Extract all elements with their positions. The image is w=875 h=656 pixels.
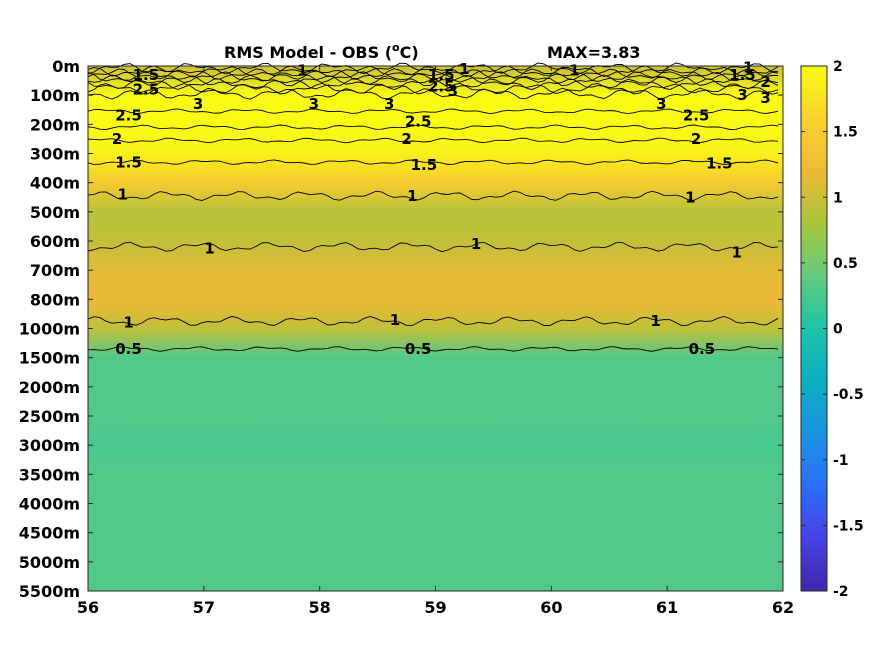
- x-tick-label: 56: [77, 598, 99, 617]
- y-axis: 0m 100m 200m 300m 400m 500m 600m 700m 800m 1000m 1…: [19, 57, 783, 601]
- contour-label: 1: [118, 185, 128, 203]
- contour-label: 1: [390, 311, 400, 329]
- colorbar: 2 1.5 1 0.5 0 -0.5 -1 -1.5 -2: [800, 59, 864, 600]
- y-tick-label: 600m: [30, 232, 80, 251]
- contour-label: 1.5: [729, 66, 756, 84]
- y-tick-label: 1500m: [19, 349, 80, 368]
- contour-label: 3: [309, 95, 319, 113]
- contour-label: 1: [650, 312, 660, 330]
- chart-title: RMS Model - OBS (oC): [224, 41, 419, 62]
- contour-line: [87, 315, 779, 327]
- contour-label: 1.5: [706, 155, 733, 173]
- y-tick-label: 700m: [30, 261, 80, 280]
- contour-label: 1: [297, 61, 307, 79]
- y-tick-label: 200m: [30, 115, 80, 134]
- colorbar-tick-label: -2: [833, 584, 849, 600]
- contour-label: 0.5: [405, 340, 432, 358]
- contour-label: 2.5: [133, 80, 160, 98]
- contour-label: 3: [384, 95, 394, 113]
- y-tick-label: 100m: [30, 86, 80, 105]
- contour-label: 1: [123, 314, 133, 332]
- contour-label: 1: [471, 235, 481, 253]
- contour-label: 3: [448, 82, 458, 100]
- y-tick-label: 2000m: [19, 378, 80, 397]
- y-tick-label: 500m: [30, 203, 80, 222]
- contour-line: [87, 137, 779, 144]
- contour-line: [87, 241, 779, 253]
- contour-label: 3: [193, 95, 203, 113]
- contour-label: 2.5: [683, 107, 710, 125]
- contour-label: 2: [112, 130, 122, 148]
- contour-label: 0.5: [689, 340, 716, 358]
- x-tick-label: 59: [424, 598, 446, 617]
- contour-line: [87, 82, 779, 95]
- y-tick-label: 5500m: [19, 582, 80, 601]
- y-tick-label: 5000m: [19, 553, 80, 572]
- contour-line: [87, 190, 779, 201]
- y-tick-label: 0m: [52, 57, 80, 76]
- contour-label: 1.5: [115, 153, 142, 171]
- contour-label: 1: [743, 58, 753, 76]
- colorbar-tick-label: -1.5: [833, 518, 864, 534]
- contour-line: [87, 108, 779, 115]
- y-tick-label: 400m: [30, 174, 80, 193]
- colorbar-tick-label: -0.5: [833, 387, 864, 403]
- y-tick-label: 2500m: [19, 407, 80, 426]
- contour-label: 3: [737, 86, 747, 104]
- x-tick-label: 61: [656, 598, 678, 617]
- max-value-label: MAX=3.83: [547, 43, 641, 62]
- colorbar-tick-label: 0: [833, 322, 843, 338]
- contour-label: 2.5: [115, 107, 142, 125]
- contour-label: 1.5: [411, 156, 438, 174]
- y-tick-label: 300m: [30, 145, 80, 164]
- colorbar-tick-label: -1: [833, 453, 849, 469]
- contour-label: 1.5: [133, 66, 160, 84]
- contour-label: 3: [760, 89, 770, 107]
- contour-label: 1: [459, 60, 469, 78]
- contour-line: [87, 159, 779, 166]
- heatmap-field: [88, 66, 783, 591]
- contour-line: [87, 62, 779, 75]
- contour-line: [87, 124, 779, 130]
- y-tick-label: 3000m: [19, 436, 80, 455]
- contour-label: 1: [685, 188, 695, 206]
- x-tick-label: 60: [540, 598, 562, 617]
- contour-label: 0.5: [115, 340, 142, 358]
- contour-line: [87, 87, 779, 100]
- colorbar-tick-label: 2: [833, 59, 843, 75]
- colorbar-ticks: 2 1.5 1 0.5 0 -0.5 -1 -1.5 -2: [801, 59, 864, 600]
- contour-label: 2.5: [405, 112, 432, 130]
- contour-label: 1: [407, 187, 417, 205]
- contour-label: 2: [691, 130, 701, 148]
- y-tick-label: 800m: [30, 290, 80, 309]
- contour-lines: [87, 62, 779, 352]
- contour-label: 1: [731, 244, 741, 262]
- contour-line: [87, 74, 779, 87]
- contour-line: [87, 346, 779, 352]
- contour-label: 2: [760, 73, 770, 91]
- x-tick-label: 58: [309, 598, 331, 617]
- colorbar-tick-label: 1.5: [833, 125, 858, 141]
- x-axis: 56 57 58 59 60 61 62: [77, 66, 794, 617]
- contour-label: 1: [569, 61, 579, 79]
- y-tick-label: 1000m: [19, 320, 80, 339]
- x-tick-label: 62: [772, 598, 794, 617]
- contour-label: 3: [656, 95, 666, 113]
- y-tick-label: 3500m: [19, 465, 80, 484]
- contour-label: 2: [401, 130, 411, 148]
- contour-line: [87, 68, 778, 80]
- colorbar-tick-label: 1: [833, 190, 843, 206]
- colorbar-tick-label: 0.5: [833, 256, 858, 272]
- contour-label: 1: [204, 239, 214, 257]
- y-tick-label: 4000m: [19, 495, 80, 514]
- x-tick-label: 57: [193, 598, 215, 617]
- y-tick-label: 4500m: [19, 524, 80, 543]
- contour-label: 1.5: [428, 66, 455, 84]
- contour-label: 2.5: [428, 77, 455, 95]
